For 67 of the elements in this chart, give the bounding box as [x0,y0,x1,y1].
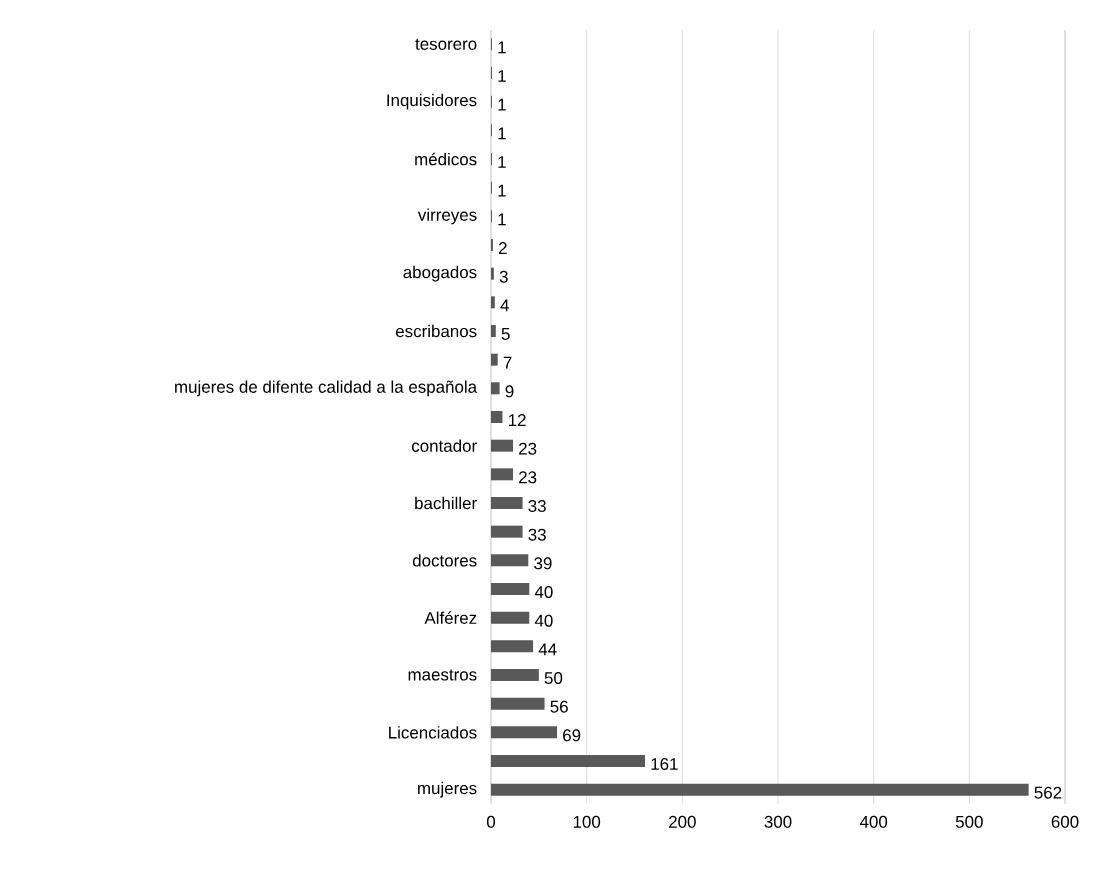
data-label: 50 [544,672,563,685]
bar [491,411,503,423]
data-label: 1 [498,213,506,226]
data-label: 40 [534,614,553,627]
bar [491,439,513,452]
x-tick-label: 600 [1051,815,1079,828]
bar [491,497,523,510]
bar [491,353,498,366]
bar [491,267,494,280]
bar [491,697,545,710]
x-tick-label: 300 [764,815,792,828]
bar [491,583,530,596]
bar [491,468,513,481]
y-tick-label: mujeres de difente calidad a la española [175,380,478,397]
data-label: 161 [651,758,678,771]
data-label: 1 [498,70,506,82]
y-tick-label: contador [411,439,477,452]
y-tick-label: maestros [408,669,477,681]
bar [491,525,523,538]
y-tick-label: escribanos [395,324,477,338]
y-tick-label: médicos [415,152,477,166]
data-label: 7 [503,356,512,369]
data-label: 3 [499,270,508,283]
data-label: 1 [498,156,506,168]
x-tick-label: 100 [573,815,601,828]
y-tick-label: Licenciados [389,726,477,739]
data-label: 33 [528,528,546,541]
data-label: 1 [498,41,506,54]
bar [491,296,495,309]
y-tick-label: mujeres [418,781,477,798]
data-label: 39 [534,557,552,570]
y-tick-label: Inquisidores [387,93,477,110]
bar [491,669,539,682]
bar [491,755,646,768]
x-tick-label: 400 [859,815,888,828]
data-label: 44 [538,643,557,656]
bar [491,554,529,567]
bar [491,325,496,337]
data-label: 12 [508,414,526,426]
y-tick-label: bachiller [415,496,477,510]
x-tick-label: 500 [955,815,983,828]
bar [491,382,500,395]
x-tick-label: 0 [486,815,496,828]
data-label: 56 [550,700,568,713]
data-label: 33 [528,500,546,513]
y-tick-label: tesorero [415,38,477,50]
data-label: 40 [534,586,553,599]
data-label: 562 [1034,786,1062,799]
data-label: 69 [563,729,581,742]
bar [491,783,1029,796]
x-tick-label: 200 [669,815,696,828]
data-label: 1 [498,127,506,140]
data-label: 9 [505,385,514,398]
data-label: 1 [498,184,506,197]
bar [491,640,534,653]
data-label: 2 [498,242,507,254]
y-tick-label: abogados [403,265,477,282]
data-label: 5 [501,328,510,340]
y-tick-label: doctores [412,554,477,567]
data-label: 1 [498,98,506,111]
data-label: 4 [500,299,509,312]
bar [491,726,558,739]
y-tick-label: Alférez [424,611,477,624]
data-label: 23 [519,471,537,484]
data-label: 23 [519,442,537,455]
y-tick-label: virreyes [417,208,477,225]
bar [491,611,530,624]
